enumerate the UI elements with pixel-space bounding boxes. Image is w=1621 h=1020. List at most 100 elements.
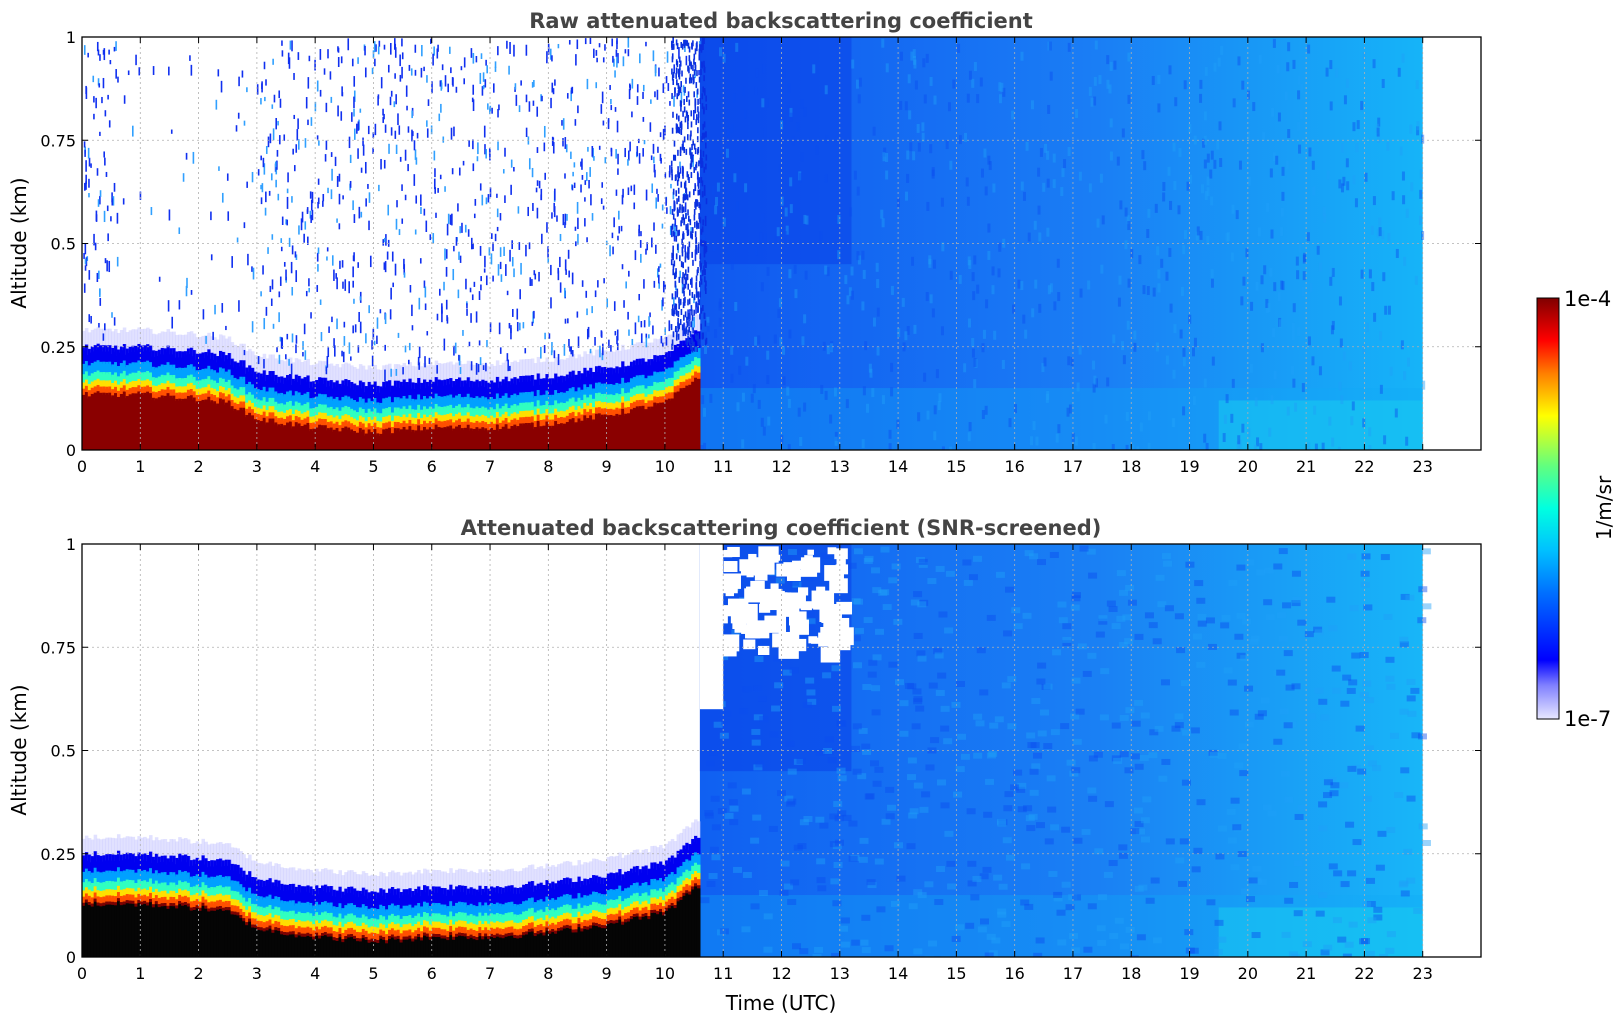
boundary-layer-band [545, 415, 549, 424]
noise-speck [475, 311, 478, 323]
boundary-layer-band [475, 406, 479, 417]
texture-speckle [857, 94, 861, 104]
boundary-layer-band [632, 395, 637, 404]
texture-speckle [705, 760, 715, 767]
texture-speckle [1062, 640, 1072, 647]
noise-speck [699, 203, 702, 210]
texture-speckle [724, 812, 734, 819]
noise-speck [584, 38, 587, 45]
noise-speck [336, 218, 338, 223]
noise-speck [139, 191, 142, 200]
noise-speck [408, 64, 411, 71]
noise-speck [178, 227, 181, 234]
boundary-layer-band [134, 897, 138, 906]
noise-speck [687, 266, 690, 273]
noise-speck [571, 350, 574, 357]
boundary-layer-band [151, 385, 156, 394]
noise-speck [675, 268, 677, 275]
noise-speck [261, 183, 264, 193]
noise-speck [689, 134, 692, 141]
boundary-layer-band [96, 327, 101, 350]
boundary-layer-band [140, 870, 144, 884]
boundary-layer-band [504, 376, 509, 396]
texture-speckle [1222, 433, 1226, 443]
boundary-layer-band [163, 383, 168, 392]
texture-speckle [1063, 159, 1067, 169]
noise-speck [700, 176, 703, 183]
noise-speck [267, 136, 270, 148]
noise-speck [403, 272, 406, 278]
texture-speckle [1294, 813, 1304, 820]
boundary-layer-band [396, 407, 401, 418]
texture-speckle [929, 144, 933, 154]
texture-speckle [955, 680, 965, 687]
texture-speckle [752, 384, 756, 394]
noise-speck [168, 66, 170, 76]
noise-speck [368, 192, 371, 203]
boundary-layer-band [475, 427, 479, 450]
texture-speckle [851, 745, 861, 752]
texture-speckle [1362, 418, 1366, 428]
noise-speck [696, 114, 698, 121]
boundary-layer-band [367, 398, 372, 411]
noise-speck [317, 178, 320, 185]
texture-speckle [966, 196, 970, 206]
boundary-layer-band [166, 899, 171, 908]
texture-speckle [1057, 939, 1067, 946]
noise-speck [698, 213, 700, 220]
noise-speck [395, 218, 398, 230]
boundary-layer-band [676, 379, 681, 388]
noise-speck [672, 111, 674, 118]
boundary-layer-band [682, 323, 686, 347]
texture-speckle [1182, 729, 1192, 736]
texture-speckle [803, 815, 813, 822]
texture-speckle [1225, 394, 1229, 404]
texture-speckle [1075, 708, 1085, 715]
texture-speckle [1223, 667, 1233, 674]
noise-speck [700, 155, 702, 162]
noise-speck [99, 54, 101, 61]
boundary-layer-band [434, 412, 439, 421]
noise-speck [703, 312, 706, 319]
texture-speckle [845, 399, 849, 409]
texture-speckle [1053, 301, 1057, 311]
boundary-layer-band [347, 427, 351, 450]
texture-speckle [887, 804, 897, 811]
boundary-layer-band [99, 345, 104, 364]
texture-speckle [1193, 847, 1203, 854]
noise-speck [412, 131, 414, 137]
noise-speck [701, 226, 704, 233]
texture-speckle [708, 749, 718, 756]
noise-speck [577, 217, 579, 230]
boundary-layer-band [338, 410, 342, 422]
noise-speck [681, 246, 684, 253]
noise-speck [406, 105, 408, 111]
boundary-layer-band [315, 421, 319, 430]
boundary-layer-band [650, 400, 654, 409]
noise-speck [691, 152, 693, 159]
noise-speck [670, 259, 673, 266]
texture-speckle [1185, 947, 1195, 954]
boundary-layer-band [635, 342, 640, 366]
noise-speck [85, 87, 88, 99]
texture-speckle [1221, 614, 1231, 621]
boundary-layer-band [149, 362, 153, 375]
texture-speckle [1171, 725, 1181, 732]
noise-speck [679, 165, 682, 174]
boundary-layer-band [411, 423, 415, 432]
boundary-layer-band [253, 398, 258, 409]
noise-speck [511, 257, 514, 267]
texture-speckle [859, 939, 869, 946]
noise-speck [701, 191, 704, 198]
noise-speck [472, 84, 475, 95]
boundary-layer-band [353, 424, 357, 434]
texture-speckle [915, 705, 925, 712]
texture-speckle [1047, 806, 1057, 813]
boundary-layer-band [385, 381, 389, 400]
boundary-layer-band [306, 375, 310, 395]
noise-speck [571, 86, 574, 94]
noise-speck [525, 94, 528, 103]
noise-speck [602, 205, 605, 210]
texture-speckle [872, 780, 882, 787]
boundary-layer-band [184, 838, 188, 861]
